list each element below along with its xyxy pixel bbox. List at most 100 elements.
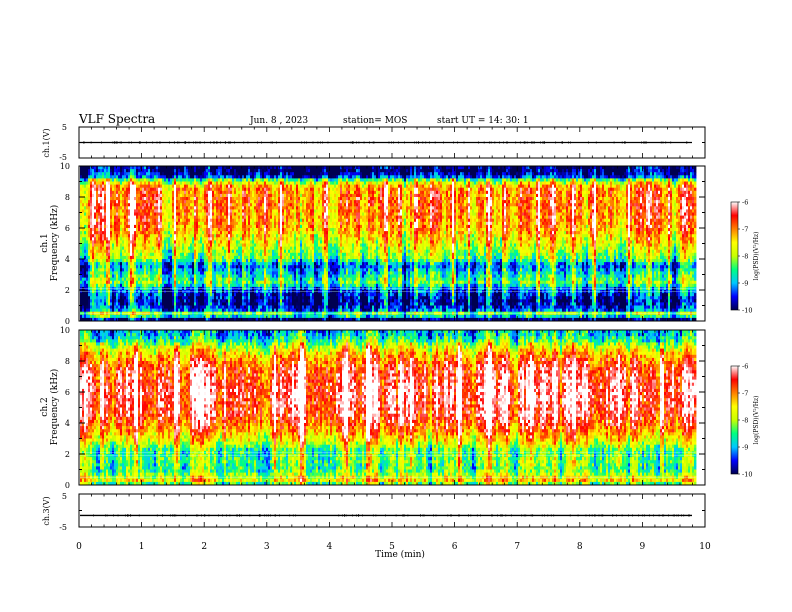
spectrogram-cell xyxy=(92,218,95,223)
spectrogram-cell xyxy=(160,274,163,278)
spectrogram-cell xyxy=(212,224,215,229)
spectrogram-cell xyxy=(102,274,105,278)
spectrogram-cell xyxy=(212,172,215,176)
spectrogram-cell xyxy=(172,243,175,247)
spectrogram-cell xyxy=(198,314,201,319)
spectrogram-cell xyxy=(200,187,203,192)
spectrogram-cell xyxy=(142,243,145,247)
spectrogram-cell xyxy=(92,224,95,229)
spectrogram-cell xyxy=(124,246,127,251)
spectrogram-cell xyxy=(136,252,139,257)
spectrogram-cell xyxy=(192,262,195,266)
spectrogram-cell xyxy=(114,172,117,176)
spectrogram-cell xyxy=(206,181,209,185)
ch1-ytick-bottom: -5 xyxy=(59,153,67,162)
spectrogram-cell xyxy=(114,206,117,210)
spectrogram-cell xyxy=(206,249,209,254)
spectrogram-cell xyxy=(104,200,107,204)
spectrogram-cell xyxy=(154,193,157,198)
spectrogram-cell xyxy=(202,274,205,278)
spectrogram-cell xyxy=(156,175,159,179)
spectrogram-cell xyxy=(188,249,191,254)
spectrogram-cell xyxy=(202,172,205,176)
spectrogram-cell xyxy=(160,317,163,322)
spectrogram-cell xyxy=(140,187,143,192)
spectrogram-cell xyxy=(152,209,155,213)
spectrogram-cell xyxy=(188,234,191,238)
spectrogram-cell xyxy=(120,178,123,182)
spectrogram-cell xyxy=(208,314,211,319)
spectrogram-cell xyxy=(186,234,189,238)
spectrogram-cell xyxy=(98,262,101,266)
spectrogram-cell xyxy=(182,224,185,229)
spectrogram-cell xyxy=(184,296,187,300)
spectrogram-cell xyxy=(202,200,205,204)
spectrogram-cell xyxy=(198,299,201,303)
spectrogram-cell xyxy=(164,265,167,269)
spectrogram-cell xyxy=(164,249,167,254)
spectrogram-cell xyxy=(106,317,109,322)
spectrogram-cell xyxy=(212,193,215,198)
spectrogram-cell xyxy=(118,277,121,282)
spectrogram-cell xyxy=(164,243,167,247)
spectrogram-cell xyxy=(160,293,163,297)
spectrogram-cell xyxy=(202,215,205,220)
spectrogram-cell xyxy=(214,175,217,179)
spectrogram-cell xyxy=(174,234,177,238)
spectrogram-cell xyxy=(166,209,169,213)
spectrogram-cell xyxy=(172,197,175,201)
spectrogram-cell xyxy=(170,218,173,223)
spectrogram-cell xyxy=(174,265,177,269)
spectrogram-cell xyxy=(90,246,93,251)
spectrogram-cell xyxy=(208,252,211,257)
spectrogram-cell xyxy=(124,240,127,244)
spectrogram-cell xyxy=(96,246,99,251)
spectrogram-cell xyxy=(202,305,205,309)
spectrogram-cell xyxy=(190,299,193,303)
spectrogram-cell xyxy=(114,237,117,241)
spectrogram-cell xyxy=(194,302,197,306)
spectrogram-cell xyxy=(204,206,207,210)
spectrogram-cell xyxy=(112,277,115,282)
spectrogram-cell xyxy=(198,246,201,251)
spectrogram-cell xyxy=(164,246,167,251)
spectrogram-cell xyxy=(124,166,127,170)
spectrogram-cell xyxy=(142,293,145,297)
spectrogram-cell xyxy=(128,314,131,319)
spectrogram-cell xyxy=(118,237,121,241)
spectrogram-cell xyxy=(192,243,195,247)
spectrogram-cell xyxy=(210,271,213,275)
spectrogram-cell xyxy=(108,224,111,229)
spectrogram-cell xyxy=(156,206,159,210)
spectrogram-cell xyxy=(180,265,183,269)
spectrogram-cell xyxy=(120,308,123,313)
spectrogram-cell xyxy=(162,262,165,266)
spectrogram-cell xyxy=(102,296,105,300)
spectrogram-cell xyxy=(204,169,207,173)
spectrogram-cell xyxy=(94,234,97,238)
spectrogram-cell xyxy=(188,252,191,257)
spectrogram-cell xyxy=(108,234,111,238)
spectrogram-cell xyxy=(154,249,157,254)
spectrogram-cell xyxy=(146,234,149,238)
spectrogram-cell xyxy=(102,252,105,257)
spectrogram-cell xyxy=(110,178,113,182)
spectrogram-cell xyxy=(86,228,89,232)
spectrogram-cell xyxy=(122,212,125,216)
spectrogram-cell xyxy=(198,169,201,173)
spectrogram-cell xyxy=(102,277,105,282)
spectrogram-cell xyxy=(130,175,133,179)
spectrogram-cell xyxy=(180,234,183,238)
spectrogram-cell xyxy=(124,302,127,306)
spectrogram-cell xyxy=(176,265,179,269)
spectrogram-cell xyxy=(86,203,89,207)
spectrogram-cell xyxy=(114,293,117,297)
spectrogram-cell xyxy=(136,190,139,195)
spectrogram-cell xyxy=(200,175,203,179)
spectrogram-cell xyxy=(152,184,155,189)
spectrogram-cell xyxy=(112,308,115,313)
spectrogram-cell xyxy=(176,215,179,220)
spectrogram-cell xyxy=(134,240,137,244)
spectrogram-cell xyxy=(184,259,187,263)
spectrogram-cell xyxy=(112,283,115,288)
